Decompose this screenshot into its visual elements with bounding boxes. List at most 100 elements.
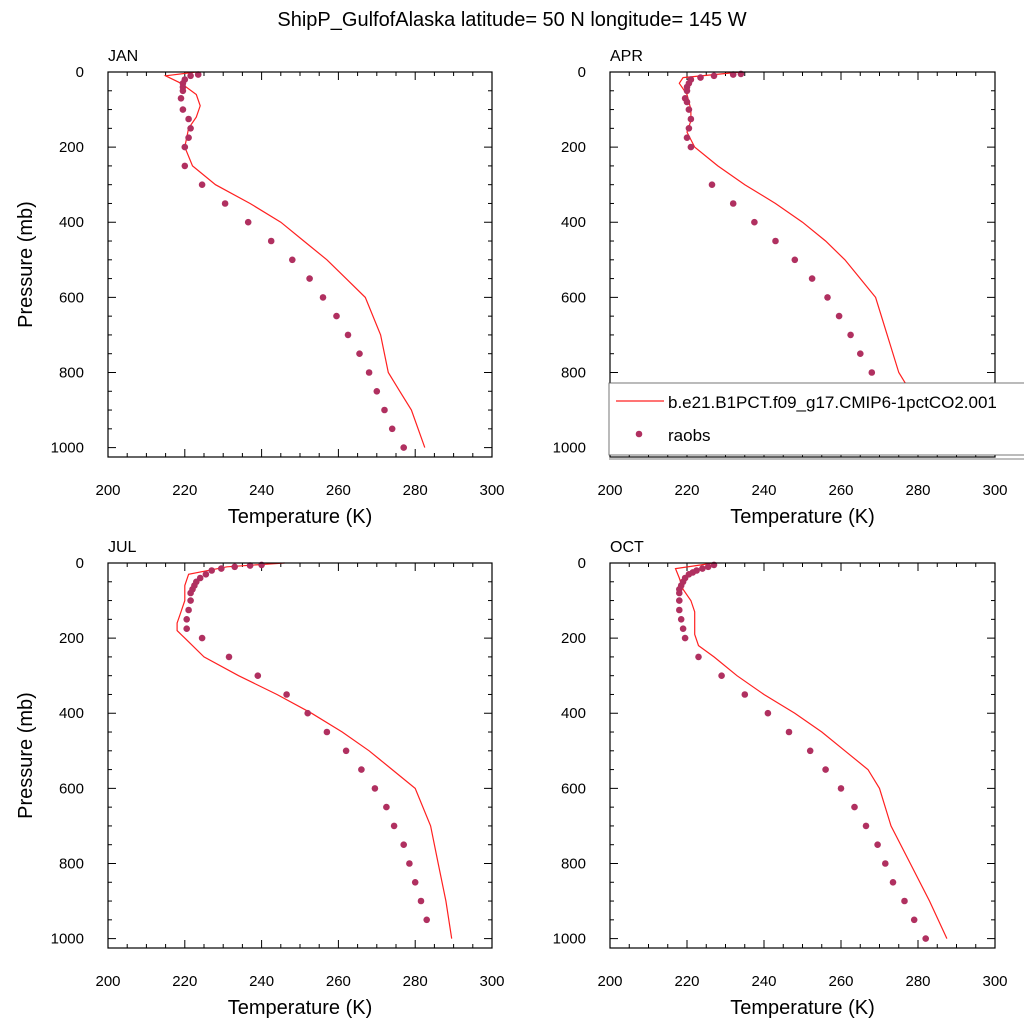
obs-point [283, 691, 290, 698]
obs-point [704, 563, 712, 571]
x-tick-label: 200 [95, 973, 120, 990]
plot-frame [609, 562, 996, 949]
obs-point [181, 143, 189, 151]
obs-point [874, 841, 881, 848]
obs-point [824, 294, 831, 301]
y-tick-label: 400 [561, 705, 586, 722]
x-axis-label: Temperature (K) [730, 506, 875, 528]
y-tick-label: 1000 [553, 440, 586, 457]
x-tick-label: 280 [403, 973, 428, 990]
obs-point [697, 74, 704, 81]
x-tick-label: 300 [479, 482, 504, 499]
obs-point [785, 728, 793, 736]
obs-point [679, 625, 687, 632]
panel-label: APR [610, 48, 643, 65]
obs-point [383, 803, 390, 811]
y-tick-label: 0 [76, 64, 84, 81]
y-tick-label: 200 [561, 139, 586, 156]
chart-title: ShipP_GulfofAlaska latitude= 50 N longit… [277, 9, 746, 31]
panels: 200 220 240 260 280 300 0 200 400 600 800 1000 JAN Te… [15, 48, 1008, 1019]
obs-point [910, 916, 918, 924]
obs-point [390, 822, 398, 830]
obs-point [365, 369, 373, 376]
obs-point [202, 571, 210, 578]
obs-point [371, 785, 379, 792]
obs-point [411, 879, 419, 886]
obs-point [882, 860, 889, 867]
obs-point [808, 275, 816, 282]
obs-point [901, 897, 908, 905]
obs-point [683, 134, 691, 141]
obs-point [676, 589, 683, 597]
x-axis-label: Temperature (K) [228, 506, 373, 528]
obs-point [857, 350, 864, 358]
obs-point [835, 312, 843, 320]
obs-point [246, 562, 254, 569]
model-series-line [163, 71, 426, 448]
x-tick-label: 240 [249, 973, 274, 990]
obs-point [231, 563, 238, 571]
obs-point [304, 709, 312, 717]
obs-point [868, 369, 876, 376]
y-tick-label: 200 [59, 630, 84, 647]
y-tick-label: 800 [561, 855, 586, 872]
obs-point [851, 803, 858, 811]
obs-point [306, 275, 313, 282]
y-tick-label: 0 [578, 555, 586, 572]
y-tick-label: 400 [561, 214, 586, 231]
obs-point [718, 672, 725, 679]
legend-obs-swatch [635, 430, 643, 438]
obs-point [289, 256, 296, 264]
obs-point [177, 95, 185, 102]
obs-point [837, 785, 845, 792]
legend-obs-label: raobs [668, 426, 711, 445]
obs-point [344, 331, 352, 339]
obs-point [267, 237, 275, 245]
obs-point [806, 747, 814, 755]
obs-point [381, 406, 388, 414]
obs-point [791, 256, 799, 264]
x-tick-label: 220 [172, 973, 197, 990]
x-tick-label: 240 [751, 973, 776, 990]
obs-point [687, 143, 695, 151]
y-tick-label: 800 [561, 364, 586, 381]
obs-point [244, 218, 252, 226]
x-tick-label: 280 [905, 482, 930, 499]
y-axis-label: Pressure (mb) [15, 201, 37, 328]
x-tick-label: 260 [326, 482, 351, 499]
obs-point [683, 87, 691, 95]
obs-point [708, 181, 716, 188]
obs-point [822, 766, 829, 773]
y-tick-label: 200 [59, 139, 84, 156]
panel-label: OCT [610, 539, 644, 556]
y-tick-label: 800 [59, 855, 84, 872]
obs-point [388, 425, 396, 433]
x-tick-label: 300 [982, 973, 1007, 990]
obs-point [699, 565, 706, 572]
panel-apr: 200 220 240 260 280 300 0 200 400 600 800 1000 APR Te… [553, 48, 1008, 528]
obs-point [889, 879, 897, 886]
x-tick-label: 220 [674, 973, 699, 990]
obs-point [187, 72, 194, 80]
plot-frame [609, 71, 996, 458]
obs-point [683, 98, 691, 106]
obs-point [185, 606, 192, 614]
obs-point [333, 312, 340, 320]
y-axis-label: Pressure (mb) [15, 692, 37, 819]
obs-point [417, 897, 425, 905]
obs-point [695, 653, 702, 661]
obs-point [676, 606, 683, 614]
obs-point [400, 444, 408, 451]
obs-point [862, 822, 870, 830]
y-tick-label: 800 [59, 364, 84, 381]
obs-point [358, 766, 365, 773]
model-series-line [176, 562, 453, 939]
obs-point [187, 597, 194, 604]
plot-frame [107, 562, 493, 949]
legend: b.e21.B1PCT.f09_g17.CMIP6-1pctCO2.001rao… [608, 382, 1024, 460]
obs-point [342, 747, 350, 755]
y-tick-label: 1000 [51, 440, 84, 457]
obs-point [356, 350, 363, 358]
x-tick-label: 300 [982, 482, 1007, 499]
